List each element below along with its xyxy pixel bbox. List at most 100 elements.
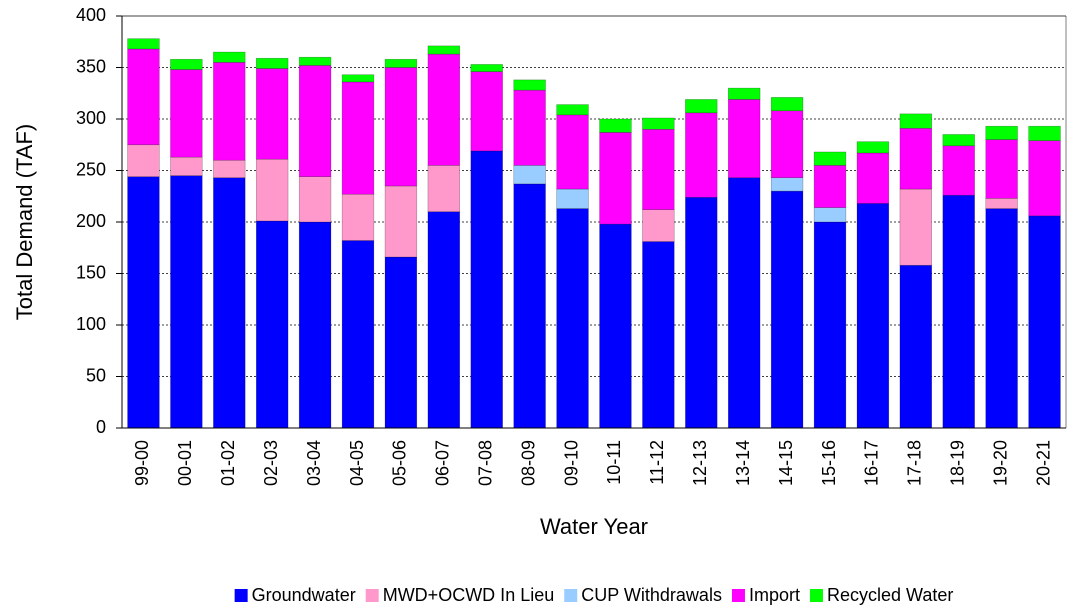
bar-segment	[642, 117, 675, 130]
bar-segment	[556, 114, 589, 190]
x-tick-label: 15-16	[819, 440, 839, 486]
x-tick-label: 01-02	[218, 440, 238, 486]
bar-segment	[470, 64, 503, 72]
bar-segment	[384, 256, 418, 429]
bar-segment	[1028, 140, 1061, 217]
bar-segment	[298, 56, 332, 66]
bar-segment	[599, 118, 632, 133]
bar-segment	[427, 211, 460, 429]
bar-segment	[127, 38, 160, 50]
y-tick-label: 150	[76, 262, 106, 282]
legend-swatch	[564, 589, 578, 602]
bar-segment	[856, 152, 890, 204]
bar-segment	[298, 221, 332, 429]
bar-segment	[384, 67, 418, 187]
bar-segment	[213, 62, 246, 161]
bar-segment	[942, 145, 975, 196]
legend-label: Groundwater	[252, 585, 356, 605]
y-tick-label: 350	[76, 56, 106, 76]
bar-segment	[985, 139, 1018, 199]
bar-segment	[256, 220, 289, 429]
bar-segment	[856, 203, 890, 429]
y-tick-label: 100	[76, 314, 106, 334]
bar-segment	[942, 194, 975, 429]
bar-segment	[256, 158, 289, 222]
x-tick-label: 99-00	[132, 440, 152, 486]
bar-segment	[427, 165, 460, 213]
x-tick-label: 19-20	[990, 440, 1010, 486]
x-tick-label: 09-10	[561, 440, 581, 486]
bar-segment	[170, 175, 203, 429]
x-tick-label: 07-08	[475, 440, 495, 486]
y-axis-title: Total Demand (TAF)	[12, 124, 37, 320]
x-tick-label: 20-21	[1033, 440, 1053, 486]
bar-segment	[599, 223, 632, 429]
y-tick-label: 0	[96, 417, 106, 437]
x-tick-label: 00-01	[175, 440, 195, 486]
bar-segment	[470, 150, 503, 429]
bar-segment	[985, 198, 1018, 209]
bar-segment	[341, 81, 375, 195]
bar-segment	[213, 177, 246, 429]
bar-segment	[170, 58, 203, 70]
x-tick-label: 11-12	[647, 440, 667, 485]
y-tick-label: 250	[76, 159, 106, 179]
bar-segment	[770, 190, 804, 429]
bar-segment	[899, 188, 932, 266]
legend-label: MWD+OCWD In Lieu	[383, 585, 555, 605]
x-tick-label: 18-19	[947, 440, 967, 486]
bar-segment	[384, 185, 418, 258]
legend-label: Recycled Water	[827, 585, 953, 605]
bar-segment	[1028, 215, 1061, 429]
bar-segment	[256, 57, 289, 69]
bar-segment	[899, 127, 932, 190]
bar-segment	[899, 113, 932, 129]
legend-swatch	[365, 589, 379, 602]
y-tick-label: 200	[76, 211, 106, 231]
x-tick-label: 06-07	[433, 440, 453, 486]
x-tick-label: 13-14	[733, 440, 753, 486]
bar-segment	[127, 144, 160, 177]
bar-segment	[642, 241, 675, 429]
bar-segment	[813, 165, 847, 208]
bar-segment	[213, 51, 246, 63]
y-tick-label: 50	[86, 365, 106, 385]
bar-segment	[170, 156, 203, 176]
bar-segment	[770, 110, 804, 179]
bar-segment	[685, 112, 718, 198]
bar-segment	[427, 53, 460, 166]
bar-segment	[256, 68, 289, 160]
bar-segment	[170, 69, 203, 158]
bar-segment	[642, 209, 675, 242]
bar-segment	[298, 176, 332, 223]
bar-segment	[513, 79, 546, 91]
bar-segment	[813, 151, 847, 166]
bar-segment	[298, 65, 332, 177]
legend-label: Import	[749, 585, 800, 605]
bar-segment	[427, 45, 460, 55]
x-tick-label: 14-15	[776, 440, 796, 486]
bar-segment	[685, 196, 718, 429]
bar-segment	[856, 141, 890, 154]
bar-segment	[341, 193, 375, 241]
bar-segment	[942, 134, 975, 147]
x-tick-label: 04-05	[347, 440, 367, 486]
bar-segment	[1028, 125, 1061, 141]
x-tick-label: 10-11	[604, 440, 624, 485]
bar-segment	[341, 74, 375, 83]
x-tick-label: 17-18	[905, 440, 925, 486]
bar-segment	[899, 264, 932, 429]
bar-segment	[556, 208, 589, 429]
bar-segment	[127, 176, 160, 429]
legend-swatch	[234, 589, 248, 602]
bar-segment	[685, 99, 718, 114]
bar-segment	[728, 99, 761, 179]
bar-segment	[985, 125, 1018, 140]
x-tick-label: 12-13	[690, 440, 710, 486]
bar-segment	[728, 87, 761, 100]
bar-segment	[513, 183, 546, 429]
bar-segment	[513, 165, 546, 185]
bar-segment	[985, 208, 1018, 429]
bar-segment	[770, 97, 804, 112]
